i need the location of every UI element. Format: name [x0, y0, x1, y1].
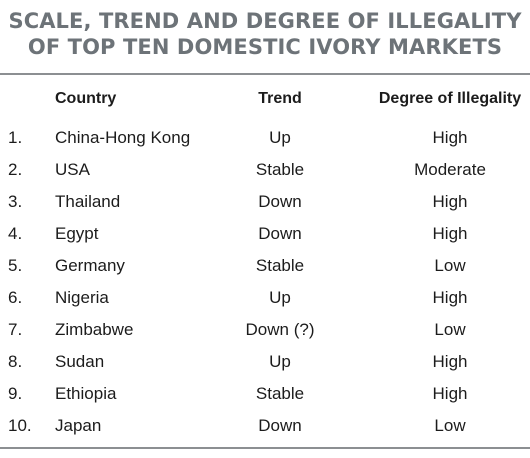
row-number: 2. — [8, 160, 23, 179]
table-row: 2. USA Stable Moderate — [0, 154, 530, 186]
header-degree: Degree of Illegality — [378, 90, 522, 107]
header-country: Country — [55, 90, 117, 107]
row-degree: High — [432, 224, 468, 243]
title-line-1: SCALE, TREND AND DEGREE OF ILLEGALITY — [8, 9, 522, 33]
table-row: 9. Ethiopia Stable High — [0, 378, 530, 410]
table-row: 3. Thailand Down High — [0, 186, 530, 218]
table-row: 6. Nigeria Up High — [0, 282, 530, 314]
row-country: USA — [55, 160, 90, 179]
row-country: China-Hong Kong — [55, 128, 191, 147]
row-trend: Down — [258, 416, 302, 435]
row-degree: High — [432, 192, 468, 211]
row-degree: High — [432, 352, 468, 371]
table-row: 5. Germany Stable Low — [0, 250, 530, 282]
row-number: 10. — [8, 416, 32, 435]
table-row: 10. Japan Down Low — [0, 410, 530, 442]
row-country: Ethiopia — [55, 384, 117, 403]
row-degree: High — [432, 288, 468, 307]
row-trend: Up — [269, 352, 291, 371]
row-country: Zimbabwe — [55, 320, 134, 339]
row-trend: Stable — [255, 384, 305, 403]
row-degree: Low — [434, 256, 466, 275]
bottom-rule — [0, 447, 530, 449]
row-number: 1. — [8, 128, 23, 147]
row-number: 6. — [8, 288, 23, 307]
row-number: 7. — [8, 320, 23, 339]
row-number: 9. — [8, 384, 23, 403]
row-degree: Low — [434, 416, 466, 435]
row-degree: High — [432, 384, 468, 403]
row-number: 4. — [8, 224, 23, 243]
row-country: Sudan — [55, 352, 105, 371]
title-line-2: OF TOP TEN DOMESTIC IVORY MARKETS — [27, 35, 503, 59]
row-number: 8. — [8, 352, 23, 371]
row-degree: High — [432, 128, 468, 147]
row-degree: Moderate — [414, 160, 486, 179]
header-trend: Trend — [258, 90, 302, 107]
row-degree: Low — [434, 320, 466, 339]
table-row: 8. Sudan Up High — [0, 346, 530, 378]
row-trend: Up — [269, 288, 291, 307]
row-country: Thailand — [55, 192, 121, 211]
table-row: 7. Zimbabwe Down (?) Low — [0, 314, 530, 346]
row-country: Germany — [55, 256, 125, 275]
row-trend: Stable — [255, 160, 305, 179]
row-number: 5. — [8, 256, 23, 275]
row-number: 3. — [8, 192, 23, 211]
row-trend: Stable — [255, 256, 305, 275]
table-row: 4. Egypt Down High — [0, 218, 530, 250]
row-trend: Down — [258, 192, 302, 211]
row-country: Japan — [55, 416, 102, 435]
row-country: Nigeria — [55, 288, 109, 307]
top-rule — [0, 73, 530, 75]
table-header: Country Trend Degree of Illegality — [0, 83, 530, 115]
table-row: 1. China-Hong Kong Up High — [0, 122, 530, 154]
row-trend: Down — [258, 224, 302, 243]
row-trend: Up — [269, 128, 291, 147]
row-trend: Down (?) — [245, 320, 315, 339]
row-country: Egypt — [55, 224, 99, 243]
